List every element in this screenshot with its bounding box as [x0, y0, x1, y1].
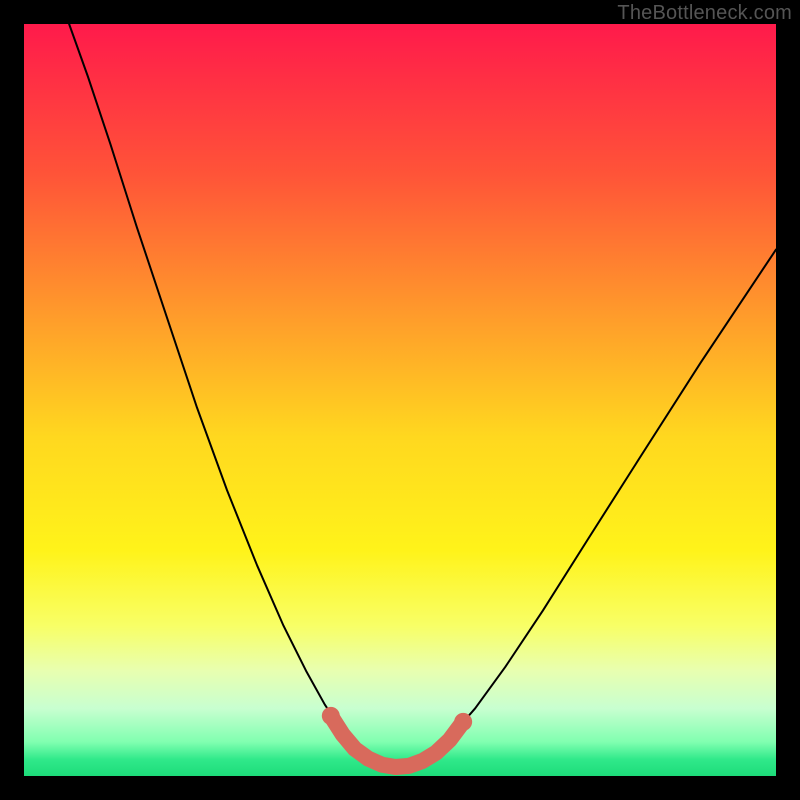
curves-layer: [24, 24, 776, 776]
chart-frame: TheBottleneck.com: [0, 0, 800, 800]
overlay-endpoint-1: [454, 713, 472, 731]
watermark-text: TheBottleneck.com: [617, 2, 792, 25]
series-right_curve: [392, 250, 776, 769]
overlay-endpoint-0: [322, 707, 340, 725]
plot-area: [24, 24, 776, 776]
series-left_curve: [69, 24, 392, 768]
overlay-highlight-path: [331, 716, 463, 767]
